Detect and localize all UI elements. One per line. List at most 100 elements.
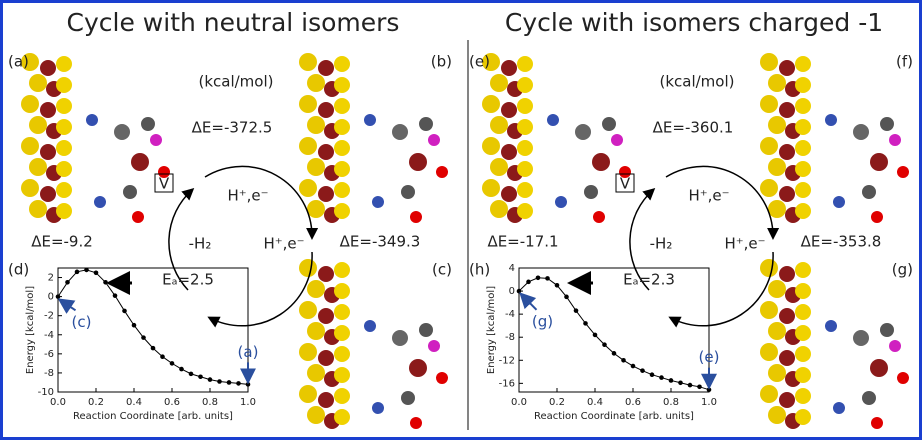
atom [299,179,317,197]
atom [897,166,909,178]
atom [436,372,448,384]
atom [56,119,72,135]
atom [482,137,500,155]
atom [575,124,591,140]
atom [334,262,350,278]
atom [334,346,350,362]
x-tick-label: 0.2 [88,397,104,408]
step-label: H⁺,e⁻ [688,187,729,205]
atom [334,77,350,93]
atom [364,320,376,332]
atom [132,211,144,223]
atom [555,196,567,208]
atom [123,185,137,199]
atom [779,308,795,324]
atom [795,56,811,72]
annotation: (c) [72,313,92,331]
atom [501,60,517,76]
figure: Cycle with neutral isomers(a)(b)(c)(kcal… [0,0,922,440]
atom [768,116,786,134]
atom [56,56,72,72]
data-point [170,361,175,366]
atom [307,158,325,176]
atom [56,98,72,114]
atom [56,140,72,156]
atom [795,304,811,320]
atom [299,343,317,361]
atom [760,179,778,197]
atom [517,203,533,219]
atom [56,77,72,93]
step-label: -H₂ [189,235,212,253]
step-label: H⁺,e⁻ [724,235,765,253]
atom [21,179,39,197]
atom [436,166,448,178]
atom [334,388,350,404]
atom [862,185,876,199]
atom [299,137,317,155]
atom [897,372,909,384]
atom [409,153,427,171]
x-tick-label: 0.6 [625,397,641,408]
atom [392,330,408,346]
atom [779,144,795,160]
data-point [555,283,560,288]
atom [825,320,837,332]
atom [517,98,533,114]
atom [307,280,325,298]
atom [372,196,384,208]
atom [853,330,869,346]
atom [779,60,795,76]
data-point [56,294,61,299]
data-point [103,280,108,285]
atom [517,119,533,135]
atom [760,301,778,319]
atom [760,53,778,71]
x-tick-label: 0.4 [587,397,603,408]
atom [490,200,508,218]
energy-label: ΔE=-360.1 [653,119,734,137]
x-tick-label: 0.4 [126,397,142,408]
data-point [602,342,607,347]
atom [392,124,408,140]
step-label: -H₂ [650,235,673,253]
unit-label: (kcal/mol) [659,73,734,91]
x-tick-label: 0.8 [663,397,679,408]
y-tick-label: -16 [499,378,515,389]
data-point [65,280,70,285]
atom [889,134,901,146]
atom [611,134,623,146]
atom [86,114,98,126]
atom [334,325,350,341]
atom [779,266,795,282]
atom [501,144,517,160]
atom [318,308,334,324]
atom [760,385,778,403]
atom [56,203,72,219]
data-point [707,387,712,392]
site-label: V [159,175,170,193]
annotation-arrow [522,295,537,310]
atom [795,161,811,177]
atom [862,391,876,405]
atom [779,186,795,202]
atom [795,182,811,198]
atom [795,119,811,135]
atom [825,114,837,126]
panel-label: (e) [469,53,490,71]
energy-label: ΔE=-372.5 [192,119,273,137]
atom [871,211,883,223]
atom [795,140,811,156]
atom [334,367,350,383]
atom [768,364,786,382]
panel-label: (g) [892,261,913,279]
atom [318,60,334,76]
atom [131,153,149,171]
atom [760,95,778,113]
atom [795,283,811,299]
atom [490,158,508,176]
cycle-arc [210,252,312,326]
panel-label: (a) [8,53,29,71]
atom [307,74,325,92]
y-tick-label: 2 [48,273,54,284]
